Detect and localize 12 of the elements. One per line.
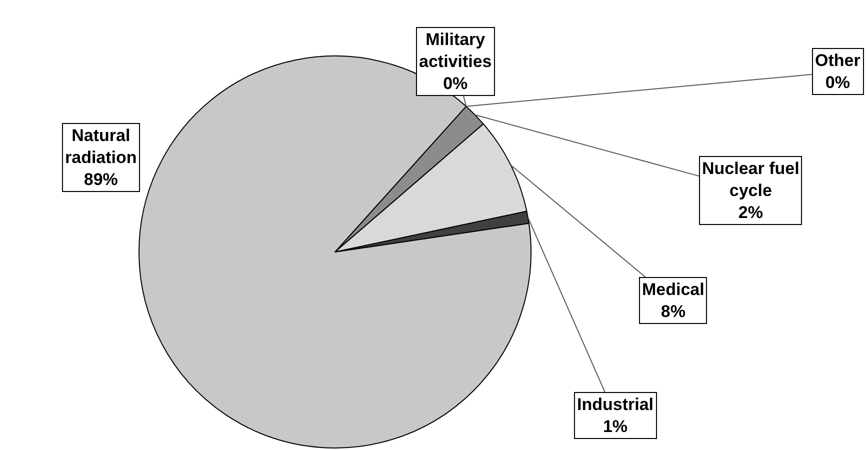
data-label: 1% [602,417,628,436]
category-label: Other [815,51,860,70]
text: 0% [825,73,850,92]
data-label: 89% [84,170,118,190]
data-label: 2% [738,203,763,222]
slice-label: Industrial [577,395,654,414]
slice-label: Medical [642,280,704,299]
text: 0% [443,74,468,94]
category-label: Military activities [419,30,492,72]
slice-label: Natural radiation [65,126,137,168]
data-label: 8% [660,302,686,322]
slice-label: Nuclear fuel cycle [702,159,800,200]
